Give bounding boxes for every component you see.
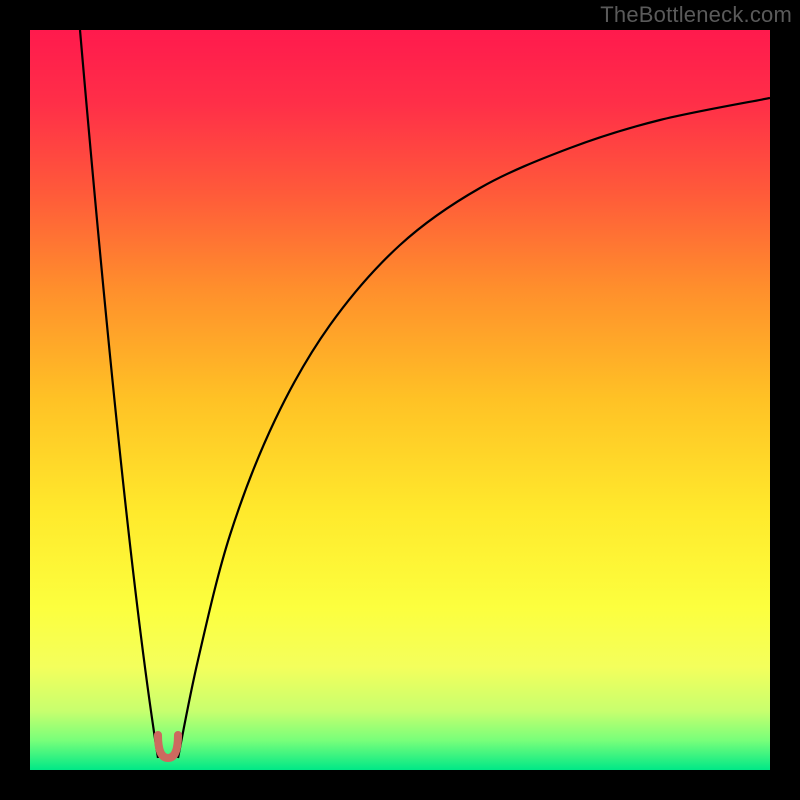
bottleneck-chart: [0, 0, 800, 800]
plot-gradient-background: [30, 30, 770, 770]
stage: TheBottleneck.com: [0, 0, 800, 800]
watermark-text: TheBottleneck.com: [600, 2, 792, 28]
